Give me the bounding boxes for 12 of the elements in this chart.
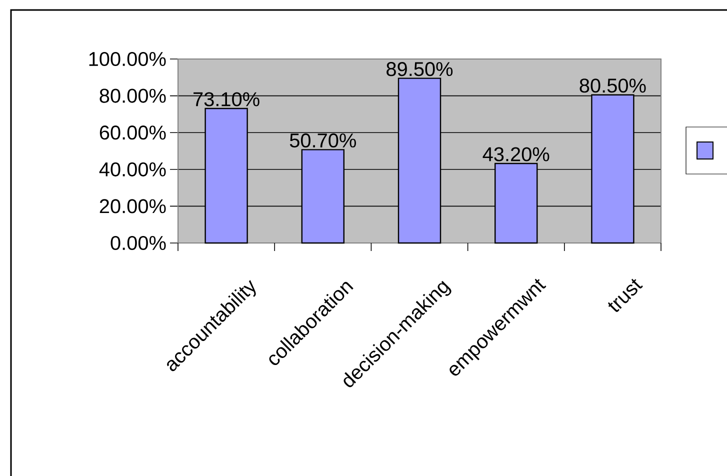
data-label: 73.10% [194, 92, 260, 106]
y-tick-label: 20.00% [100, 199, 166, 214]
y-tick-label: 40.00% [99, 162, 166, 176]
y-tick-label: 100.00% [89, 52, 166, 66]
data-label: 50.70% [290, 133, 356, 148]
y-tick-label: 60.00% [100, 126, 166, 140]
y-tick-label: 80.00% [100, 88, 166, 103]
data-label: 89.50% [386, 62, 453, 76]
x-tick-label: trust [608, 278, 643, 312]
y-tick-label: 0.00% [110, 236, 166, 250]
data-label: 80.50% [580, 78, 646, 93]
data-label: 43.20% [482, 147, 550, 162]
